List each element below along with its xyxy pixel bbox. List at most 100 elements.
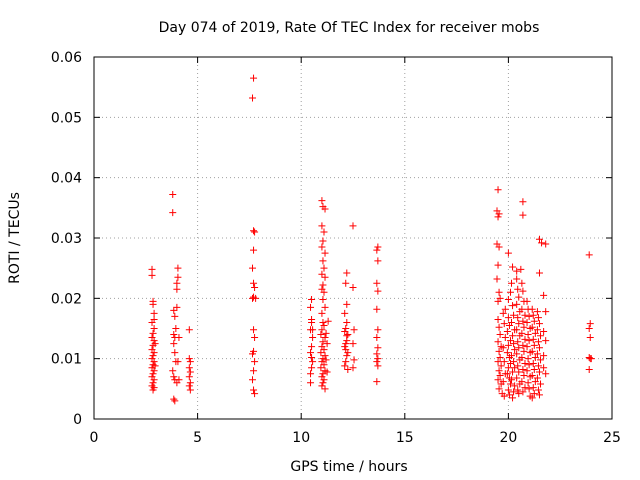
data-point [514, 362, 522, 370]
data-point [320, 376, 328, 384]
data-point [503, 370, 511, 378]
data-point [535, 320, 543, 328]
data-point [308, 296, 316, 304]
data-point [319, 281, 327, 289]
data-point [374, 362, 382, 370]
data-point [496, 372, 504, 380]
data-point [251, 228, 259, 236]
data-point [586, 320, 594, 328]
data-point [318, 270, 326, 278]
data-point [494, 186, 502, 194]
data-point [511, 346, 519, 354]
data-point [504, 296, 512, 304]
data-point [170, 306, 178, 314]
data-point [514, 338, 522, 346]
data-point [323, 340, 331, 348]
data-point [149, 300, 157, 308]
data-point [319, 355, 327, 363]
data-point [540, 328, 548, 336]
data-point [523, 318, 531, 326]
data-point [531, 378, 539, 386]
data-point [504, 341, 512, 349]
data-point [373, 334, 381, 342]
data-point [494, 261, 502, 269]
data-point [540, 352, 548, 360]
data-point [319, 338, 327, 346]
data-point [173, 303, 181, 311]
data-point [510, 358, 518, 366]
x-tick-label: 15 [396, 430, 414, 446]
data-point [515, 293, 523, 301]
data-point [342, 340, 350, 348]
data-point [374, 257, 382, 265]
data-point [518, 329, 526, 337]
data-point [531, 353, 539, 361]
data-point [587, 355, 595, 363]
data-point [530, 317, 538, 325]
data-point [508, 279, 516, 287]
data-point [170, 340, 178, 348]
data-point [506, 380, 514, 388]
data-point [495, 323, 503, 331]
data-point [251, 283, 259, 291]
data-point [524, 331, 532, 339]
data-point [537, 356, 545, 364]
data-point [150, 309, 158, 317]
data-point [250, 367, 258, 375]
data-point [317, 364, 325, 372]
data-point [525, 385, 533, 393]
data-point [531, 329, 539, 337]
data-point [342, 358, 350, 366]
data-point [513, 326, 521, 334]
data-point [150, 376, 158, 384]
data-point [317, 349, 325, 357]
data-point [509, 394, 517, 402]
data-point [149, 329, 157, 337]
data-point [250, 246, 258, 254]
y-tick-label: 0.05 [51, 110, 82, 126]
data-point [509, 302, 517, 310]
data-point [519, 317, 527, 325]
data-point [537, 332, 545, 340]
data-point [510, 340, 518, 348]
data-point [173, 279, 181, 287]
data-point [494, 358, 502, 366]
data-point [515, 344, 523, 352]
data-point [542, 370, 550, 378]
data-point [540, 291, 548, 299]
data-point [149, 379, 157, 387]
data-point [186, 379, 194, 387]
data-point [319, 379, 327, 387]
data-point [511, 364, 519, 372]
data-point [186, 358, 194, 366]
data-point [525, 337, 533, 345]
data-point [170, 395, 178, 403]
data-point [322, 329, 330, 337]
data-point [307, 349, 315, 357]
data-point [533, 308, 541, 316]
data-point [521, 384, 529, 392]
data-point [374, 243, 382, 251]
data-point [510, 311, 518, 319]
data-point [342, 325, 350, 332]
data-point [319, 370, 327, 378]
data-point [175, 334, 183, 342]
data-point [349, 283, 357, 291]
data-point [185, 355, 193, 363]
data-point [529, 384, 537, 392]
data-point [149, 370, 157, 378]
data-point [374, 355, 382, 363]
data-point [524, 355, 532, 363]
data-point [511, 382, 519, 390]
data-point [505, 391, 513, 399]
data-point [169, 209, 177, 217]
data-point [341, 343, 349, 351]
y-tick-label: 0.03 [51, 231, 82, 247]
data-point [519, 341, 527, 349]
data-point [150, 358, 158, 366]
data-point [530, 341, 538, 349]
data-point [504, 386, 512, 394]
data-point [349, 222, 357, 230]
data-point [495, 385, 503, 393]
data-point [535, 344, 543, 352]
